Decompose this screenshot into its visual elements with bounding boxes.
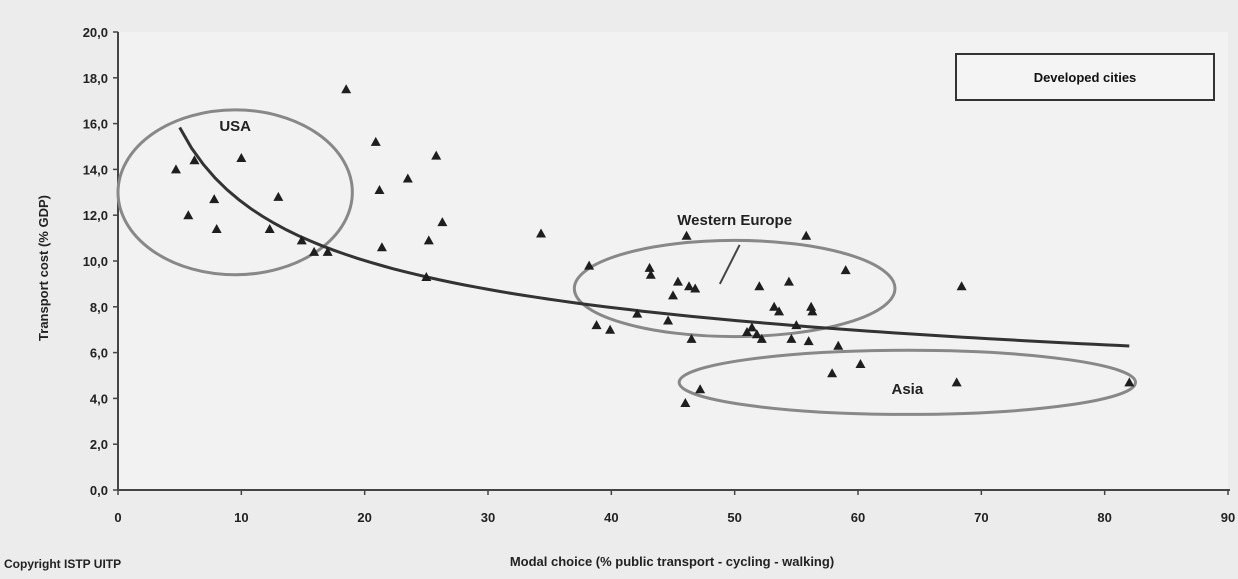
data-point xyxy=(783,276,794,286)
data-point xyxy=(236,152,247,162)
data-point xyxy=(322,246,333,256)
x-tick-label: 30 xyxy=(481,510,495,525)
y-tick-label: 14,0 xyxy=(83,162,108,177)
data-point xyxy=(170,164,181,174)
data-point xyxy=(690,283,701,293)
data-point xyxy=(211,223,222,233)
x-tick-label: 0 xyxy=(114,510,121,525)
x-tick-label: 50 xyxy=(727,510,741,525)
trend-curve xyxy=(178,126,1130,348)
region-labels: USA Western Europe Asia xyxy=(219,118,924,398)
data-point xyxy=(751,329,762,339)
data-point xyxy=(341,84,352,94)
data-point xyxy=(754,281,765,291)
legend-label: Developed cities xyxy=(1034,70,1137,85)
y-axis-title: Transport cost (% GDP) xyxy=(36,195,51,341)
data-point xyxy=(833,340,844,350)
region-pointer xyxy=(718,244,741,285)
data-point xyxy=(632,308,643,318)
axes: 0 10 20 30 40 50 60 70 80 90 0,0 2,0 4,0 6,0 8,0 10,0 12… xyxy=(83,25,1236,525)
region-ellipse xyxy=(116,108,354,277)
y-tick-label: 2,0 xyxy=(90,437,108,452)
data-point xyxy=(803,336,814,346)
data-point xyxy=(296,235,307,245)
data-point xyxy=(370,136,381,146)
region-ellipse xyxy=(572,238,897,339)
data-point xyxy=(668,290,678,300)
data-point xyxy=(536,228,547,238)
y-tick-label: 4,0 xyxy=(90,391,108,406)
x-tick-label: 80 xyxy=(1097,510,1111,525)
y-tick-label: 20,0 xyxy=(83,25,108,40)
region-label: USA xyxy=(219,118,251,135)
data-point xyxy=(1124,377,1135,387)
data-point xyxy=(756,333,767,343)
y-tick-label: 18,0 xyxy=(83,71,108,86)
data-point xyxy=(189,155,200,165)
trend-line xyxy=(178,126,1130,348)
data-point xyxy=(209,194,220,204)
data-points xyxy=(170,84,1135,407)
data-point xyxy=(774,306,785,316)
data-point xyxy=(786,333,797,343)
data-point xyxy=(437,217,448,227)
data-point xyxy=(645,269,656,279)
data-point xyxy=(273,191,284,201)
y-tick-label: 8,0 xyxy=(90,300,108,315)
y-tick-label: 16,0 xyxy=(83,117,108,132)
data-point xyxy=(183,210,194,220)
x-tick-label: 20 xyxy=(357,510,371,525)
data-point xyxy=(855,359,866,369)
data-point xyxy=(806,301,817,311)
data-point xyxy=(644,262,655,272)
data-point xyxy=(746,322,757,332)
data-point xyxy=(431,150,442,160)
data-point xyxy=(663,315,674,325)
data-point xyxy=(956,281,967,291)
data-point xyxy=(421,272,432,282)
data-point xyxy=(309,246,320,256)
data-point xyxy=(695,384,706,394)
data-point xyxy=(686,333,697,343)
legend-frame xyxy=(955,53,1215,101)
data-point xyxy=(807,306,818,316)
legend-box: Developed cities xyxy=(955,53,1215,101)
data-point xyxy=(591,320,602,330)
data-point xyxy=(374,185,385,195)
x-tick-label: 90 xyxy=(1221,510,1235,525)
region-label: Western Europe xyxy=(677,212,792,229)
data-point xyxy=(584,260,595,270)
x-tick-label: 10 xyxy=(234,510,248,525)
region-label: Asia xyxy=(891,381,923,398)
data-point xyxy=(684,281,695,291)
data-point xyxy=(402,173,413,183)
data-point xyxy=(423,235,434,245)
x-axis-title: Modal choice (% public transport - cycli… xyxy=(510,554,834,569)
y-tick-label: 0,0 xyxy=(90,483,108,498)
data-point xyxy=(840,265,851,275)
data-point xyxy=(801,230,812,240)
data-point xyxy=(376,242,387,252)
data-point xyxy=(672,276,683,286)
region-ellipses xyxy=(116,108,1137,416)
data-point xyxy=(264,223,275,233)
y-tick-label: 12,0 xyxy=(83,208,108,223)
y-tick-label: 10,0 xyxy=(83,254,108,269)
x-tick-label: 70 xyxy=(974,510,988,525)
data-point xyxy=(769,301,780,311)
x-tick-label: 40 xyxy=(604,510,618,525)
data-point xyxy=(951,377,962,387)
y-tick-label: 6,0 xyxy=(90,346,108,361)
copyright-note: Copyright ISTP UITP xyxy=(4,557,121,571)
data-point xyxy=(791,320,802,330)
data-point xyxy=(680,397,691,407)
data-point xyxy=(681,230,692,240)
data-point xyxy=(742,326,752,336)
data-point xyxy=(605,324,616,334)
data-point xyxy=(827,368,838,378)
x-tick-label: 60 xyxy=(851,510,865,525)
region-ellipse xyxy=(677,348,1137,416)
